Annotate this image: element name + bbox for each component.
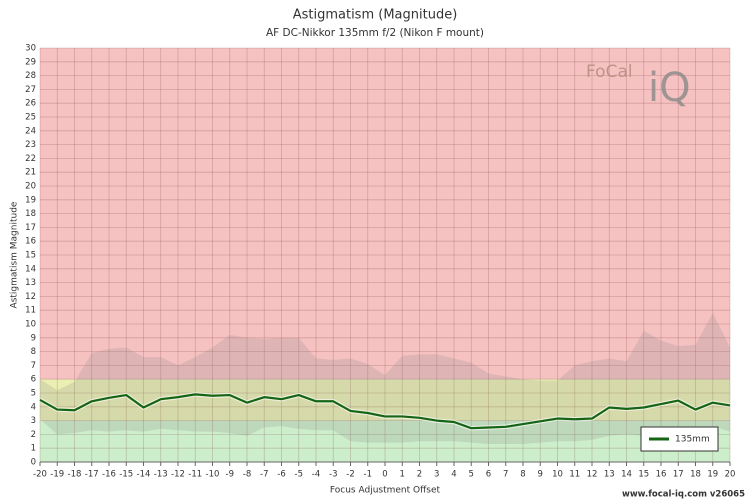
y-tick-label: 14 [25, 264, 36, 274]
x-tick-label: -3 [329, 470, 337, 480]
x-tick-label: -1 [364, 470, 372, 480]
y-tick-label: 22 [25, 154, 36, 164]
y-tick-label: 21 [25, 168, 36, 178]
y-tick-label: 17 [25, 223, 36, 233]
y-tick-label: 10 [25, 320, 36, 330]
y-tick-label: 15 [25, 251, 36, 261]
line [39, 393, 731, 430]
y-tick-label: 0 [31, 458, 36, 468]
y-axis-label: Astigmatism Magnitude [10, 201, 20, 308]
chart-title: Astigmatism (Magnitude) [293, 8, 458, 23]
x-tick-label: 16 [656, 470, 667, 480]
y-tick-label: 13 [25, 278, 36, 288]
y-tick-label: 23 [25, 140, 36, 150]
x-tick-label: -8 [243, 470, 251, 480]
x-tick-label: 9 [538, 470, 543, 480]
x-tick-label: -11 [188, 470, 202, 480]
y-tick-label: 8 [31, 347, 36, 357]
logo: FoCal [586, 62, 633, 82]
x-tick-label: -17 [85, 470, 99, 480]
x-tick-label: 10 [552, 470, 563, 480]
y-tick-label: 9 [31, 333, 36, 343]
zone [40, 48, 730, 380]
x-axis-label: Focus Adjustment Offset [330, 486, 441, 496]
x-tick-label: 7 [503, 470, 508, 480]
y-tick-label: 12 [25, 292, 36, 302]
x-tick-label: -14 [137, 470, 151, 480]
x-tick-label: 5 [469, 470, 474, 480]
x-tick-label: 13 [604, 470, 615, 480]
x-tick-label: -20 [33, 470, 47, 480]
x-tick-label: -19 [50, 470, 64, 480]
x-tick-label: 6 [486, 470, 491, 480]
x-tick-label: -9 [226, 470, 234, 480]
x-tick-label: 0 [382, 470, 387, 480]
y-tick-label: 1 [31, 444, 36, 454]
y-tick-label: 4 [31, 402, 36, 412]
x-tick-label: 18 [690, 470, 701, 480]
x-tick-label: -2 [346, 470, 354, 480]
footer: www.focal-iq.com v26065 [622, 490, 745, 500]
y-tick-label: 28 [25, 71, 36, 81]
x-tick-label: -7 [260, 470, 268, 480]
x-tick-label: -6 [277, 470, 285, 480]
x-tick-label: 14 [621, 470, 632, 480]
y-tick-label: 11 [25, 306, 36, 316]
x-tick-label: -15 [119, 470, 133, 480]
y-tick-label: 2 [31, 430, 36, 440]
y-tick-label: 24 [25, 126, 36, 136]
x-tick-label: 15 [638, 470, 649, 480]
y-tick-label: 27 [25, 85, 36, 95]
x-tick-label: 12 [587, 470, 598, 480]
range-band [40, 312, 730, 445]
logo: iQ [648, 65, 691, 111]
y-tick-label: 18 [25, 209, 36, 219]
y-tick-label: 20 [25, 182, 36, 192]
y-tick-label: 29 [25, 57, 36, 67]
y-tick-label: 7 [31, 361, 36, 371]
chart-subtitle: AF DC-Nikkor 135mm f/2 (Nikon F mount) [266, 27, 484, 39]
x-tick-label: -13 [154, 470, 168, 480]
x-tick-label: -16 [102, 470, 116, 480]
x-tick-label: -4 [312, 470, 320, 480]
x-tick-label: 4 [451, 470, 456, 480]
y-tick-label: 25 [25, 113, 36, 123]
y-tick-label: 19 [25, 195, 36, 205]
y-tick-label: 5 [31, 389, 36, 399]
y-tick-label: 26 [25, 99, 36, 109]
x-tick-label: 3 [434, 470, 439, 480]
x-tick-label: 17 [673, 470, 684, 480]
x-tick-label: 19 [707, 470, 718, 480]
y-tick-label: 30 [25, 44, 36, 54]
zone [40, 420, 730, 462]
x-tick-label: 1 [400, 470, 405, 480]
x-tick-label: 20 [725, 470, 736, 480]
y-tick-label: 16 [25, 237, 36, 247]
legend-label: 135mm [675, 435, 710, 445]
x-tick-label: -18 [68, 470, 82, 480]
x-tick-label: -10 [206, 470, 220, 480]
x-tick-label: 11 [569, 470, 580, 480]
x-tick-label: -12 [171, 470, 185, 480]
y-tick-label: 3 [31, 416, 36, 426]
y-tick-label: 6 [31, 375, 36, 385]
x-tick-label: 8 [520, 470, 525, 480]
x-tick-label: -5 [295, 470, 303, 480]
x-tick-label: 2 [417, 470, 422, 480]
